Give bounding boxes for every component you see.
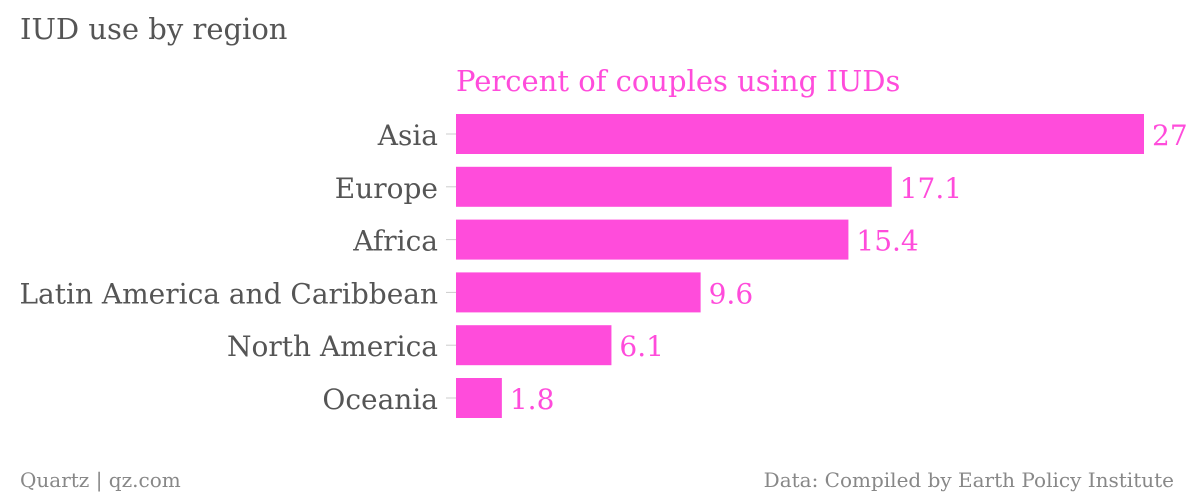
category-label: Oceania bbox=[322, 383, 438, 416]
value-label: 9.6 bbox=[709, 277, 754, 310]
category-label: Europe bbox=[335, 172, 438, 205]
value-label: 15.4 bbox=[856, 225, 918, 258]
value-label: 1.8 bbox=[510, 383, 555, 416]
category-label: North America bbox=[227, 330, 438, 363]
footer-source-right: Data: Compiled by Earth Policy Institute bbox=[763, 468, 1174, 492]
series-title: Percent of couples using IUDs bbox=[456, 64, 901, 98]
bar bbox=[456, 378, 502, 418]
bar bbox=[456, 325, 612, 366]
footer-source-left: Quartz | qz.com bbox=[20, 468, 181, 492]
bar bbox=[456, 219, 849, 260]
value-label: 17.1 bbox=[900, 172, 962, 205]
bar bbox=[456, 114, 1144, 154]
category-label: Asia bbox=[377, 119, 438, 152]
value-label: 6.1 bbox=[619, 330, 664, 363]
category-label: Africa bbox=[352, 225, 438, 258]
value-label: 27 bbox=[1152, 119, 1188, 152]
bar bbox=[456, 166, 892, 207]
category-label: Latin America and Caribbean bbox=[19, 277, 438, 310]
bar bbox=[456, 272, 701, 313]
chart-title: IUD use by region bbox=[20, 12, 288, 46]
